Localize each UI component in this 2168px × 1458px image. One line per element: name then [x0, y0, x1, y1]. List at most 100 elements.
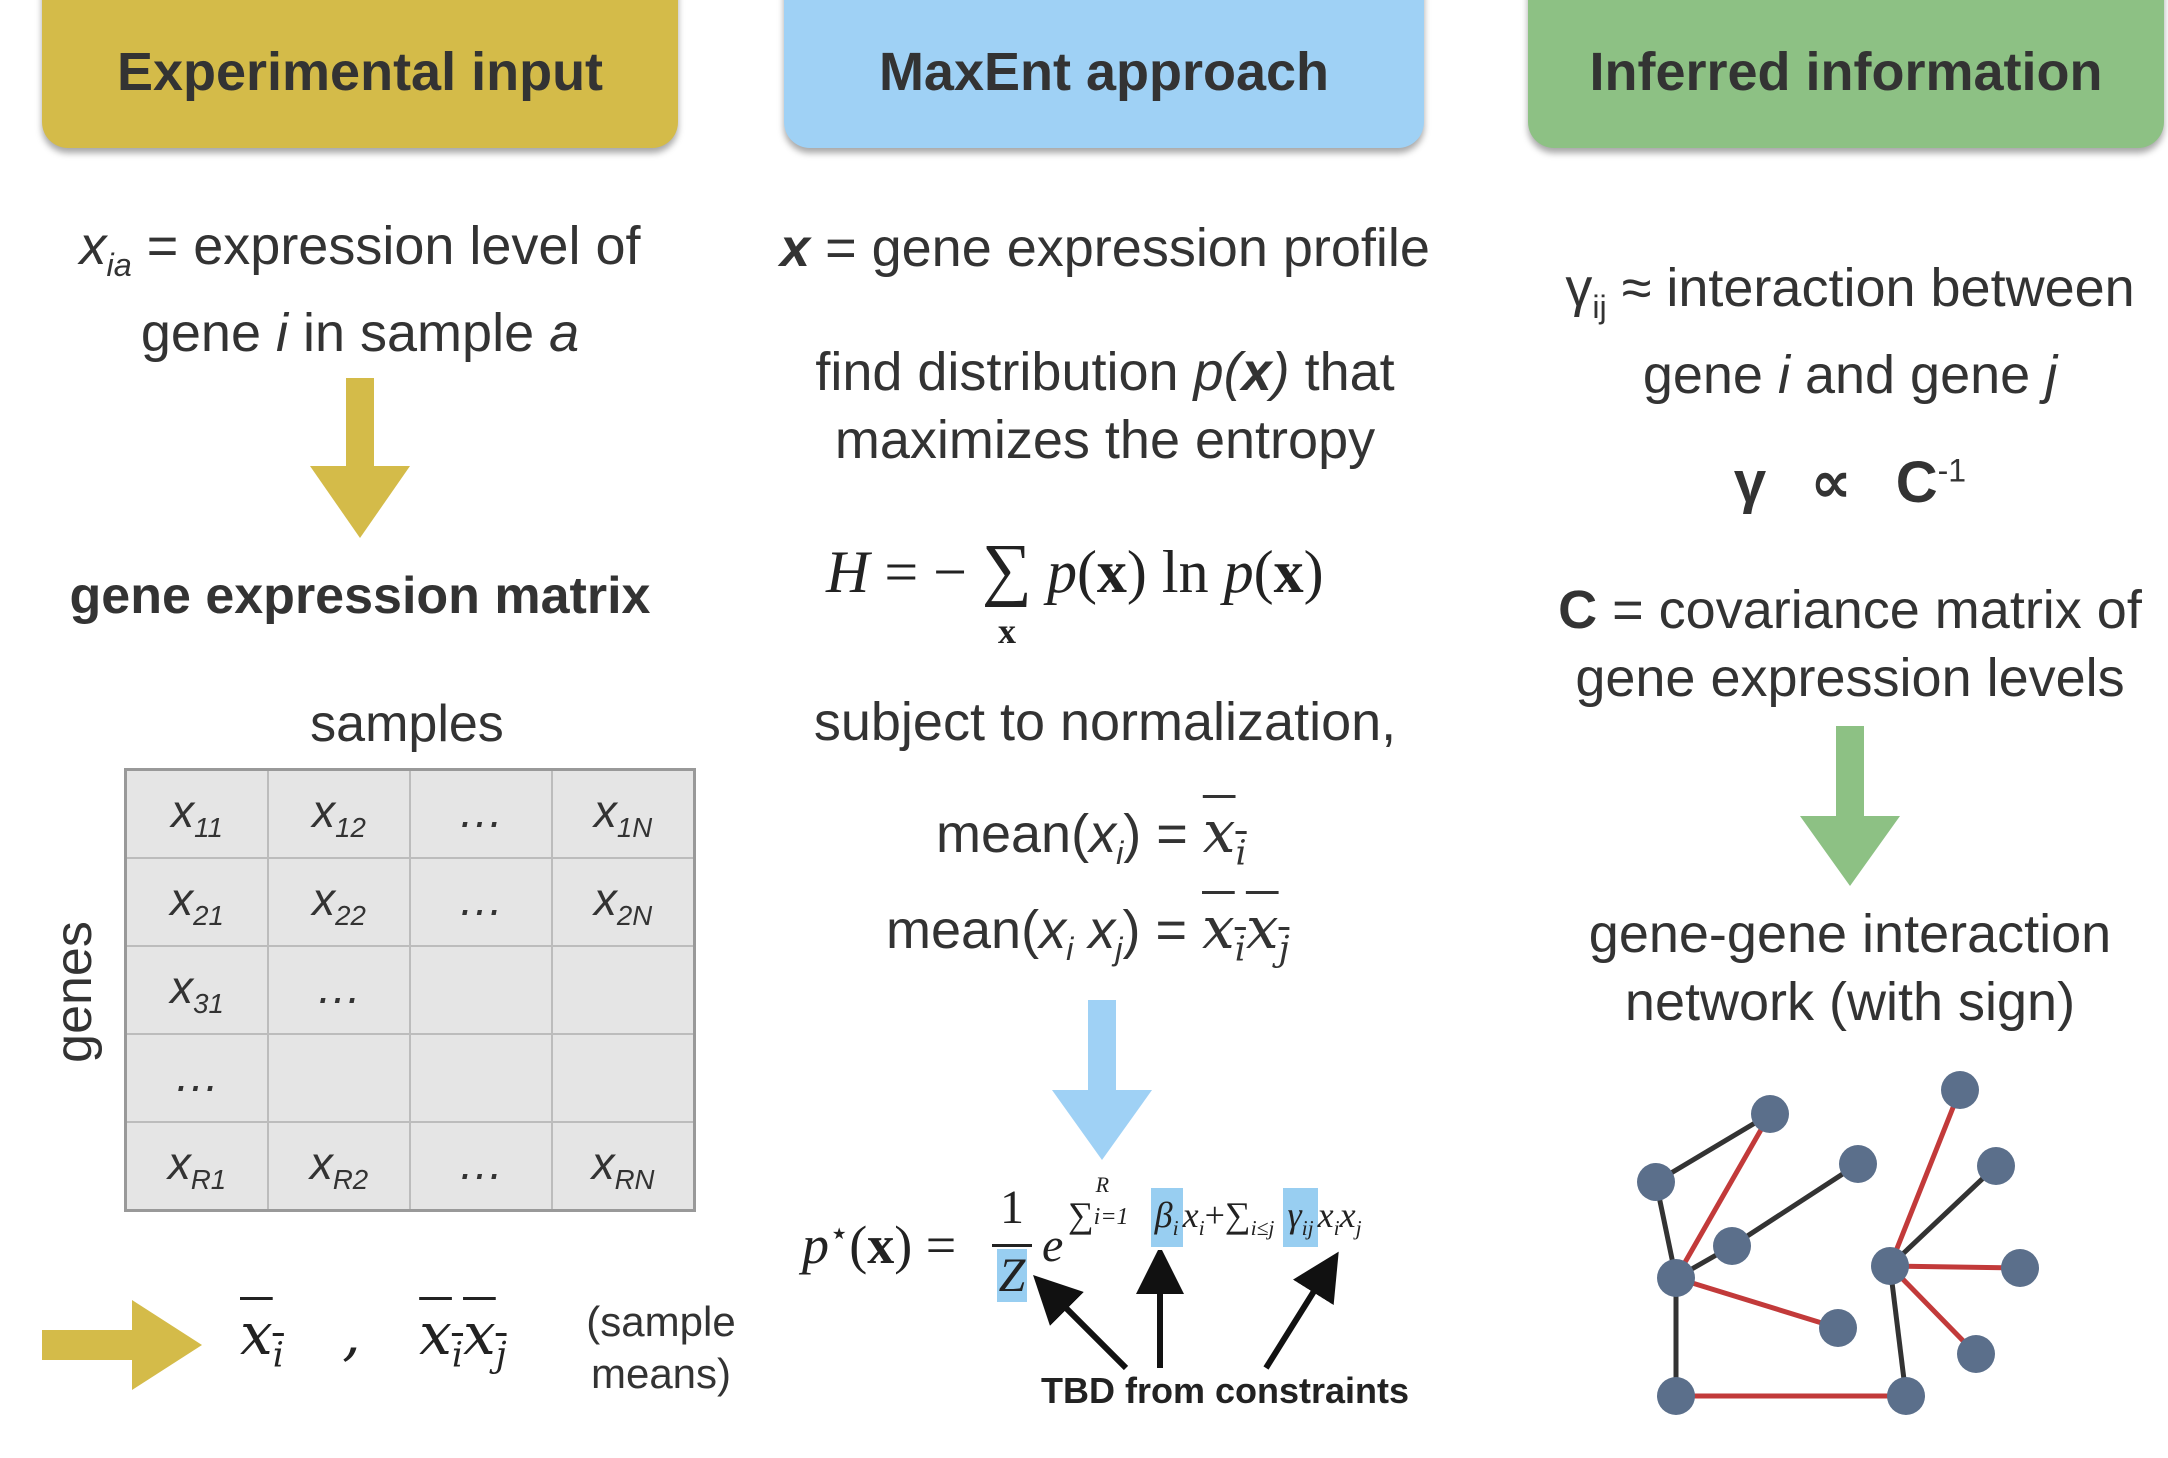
matrix-cell: xR2 — [267, 1121, 411, 1212]
pstar-xi-sub: i — [1198, 1216, 1205, 1241]
gamma-text: ≈ interaction between — [1606, 258, 2135, 318]
subject-to-normalization: subject to normalization, — [813, 692, 1397, 752]
header-label: Experimental input — [116, 42, 604, 102]
mean1-rhs-sub: i — [1235, 833, 1247, 874]
network-edge-negative — [1675, 1275, 1839, 1331]
gamma-line-1: γij ≈ interaction between — [1520, 254, 2168, 341]
prop-C: C — [1895, 450, 1938, 515]
matrix-cell-value: … — [458, 872, 504, 925]
cov-text-1: = covariance matrix of — [1597, 580, 2142, 640]
matrix-cell-sub: 1N — [616, 812, 653, 844]
network-edge-negative — [1888, 1264, 1978, 1356]
matrix-cell-sub: R1 — [190, 1164, 227, 1196]
profile-var-x: x — [780, 218, 811, 278]
network-edge-positive — [1887, 1265, 1909, 1397]
mean2-rhs-x2: x — [1245, 894, 1279, 962]
network-node — [1887, 1377, 1925, 1415]
network-node — [1751, 1095, 1789, 1133]
find-text: find distribution — [815, 342, 1194, 402]
arrow-down-blue — [1052, 1000, 1152, 1160]
gamma-and-gene: and gene — [1789, 344, 2046, 405]
expression-level-definition: xia = expression level of gene i in samp… — [40, 212, 680, 367]
entropy-x1: x — [1096, 539, 1127, 605]
find-line-1: find distribution p(x) that — [750, 338, 1460, 406]
matrix-cell-value: x — [312, 872, 336, 925]
pstar-star: ⋆ — [829, 1216, 850, 1252]
mean-xi: x — [240, 1300, 273, 1368]
sample-means-line-2: means) — [590, 1350, 732, 1397]
tbd-arrow-gamma — [1263, 1251, 1339, 1370]
mean-xi-sub: i — [272, 1335, 284, 1376]
arrow-down-gold — [310, 378, 410, 538]
network-edge-positive — [1730, 1161, 1860, 1249]
covariance-definition: C = covariance matrix of gene expression… — [1520, 576, 2168, 712]
sample-means-note: (sample means) — [576, 1296, 746, 1400]
network-node — [1657, 1377, 1695, 1415]
cov-line-2: gene expression levels — [1575, 648, 2125, 708]
profile-definition: x = gene expression profile — [750, 214, 1460, 282]
header-label: MaxEnt approach — [878, 42, 1330, 102]
network-caption: gene-gene interaction network (with sign… — [1520, 900, 2168, 1036]
pstar-x2-sub: j — [1355, 1216, 1362, 1241]
mean-comma: , — [342, 1300, 361, 1368]
matrix-cell-sub: 31 — [193, 988, 224, 1020]
pstar-e: e — [1042, 1218, 1063, 1273]
matrix-cell-value: x — [593, 872, 617, 925]
pstar-sum1-sup: R — [1095, 1172, 1110, 1197]
matrix-cell-value: x — [170, 960, 194, 1013]
pstar-sum2: ∑ — [1224, 1195, 1251, 1235]
mean2-sub1: i — [1066, 930, 1074, 967]
matrix-cell-sub: 22 — [335, 900, 366, 932]
pstar-beta-highlight: βi — [1150, 1188, 1183, 1248]
matrix-cell: x22 — [267, 857, 411, 947]
matrix-cell-value: x — [593, 784, 617, 837]
gamma-gene1: gene — [1642, 344, 1778, 405]
network-edge-positive — [1654, 1111, 1772, 1185]
matrix-cell-sub: 12 — [335, 812, 366, 844]
matrix-cell-value: … — [458, 784, 504, 837]
network-node — [1637, 1163, 1675, 1201]
pstar-denominator: Z — [992, 1248, 1032, 1303]
mean-xixj-x2: x — [463, 1300, 496, 1368]
pstar-sum1: ∑ — [1068, 1195, 1094, 1235]
profile-text: = gene expression profile — [810, 218, 1430, 278]
prop-symbol: ∝ — [1810, 450, 1852, 515]
header-inferred-information: Inferred information — [1528, 0, 2164, 148]
find-close: ) — [1271, 342, 1290, 402]
matrix-cell-value: x — [309, 1136, 333, 1189]
entropy-H: H — [826, 539, 870, 605]
matrix-cell: x2N — [551, 857, 696, 947]
arrow-right-gold — [42, 1300, 202, 1390]
mean1-rhs: xi — [1203, 798, 1247, 874]
matrix-cell: x21 — [124, 857, 269, 947]
matrix-cell — [551, 1033, 696, 1123]
mean1-sub: i — [1116, 834, 1124, 871]
pstar-e-sym: e — [1042, 1219, 1064, 1272]
pstar-beta-sub: i — [1172, 1216, 1179, 1241]
matrix-cell-value: … — [458, 1136, 504, 1189]
mean2-rhs-sub2: j — [1278, 929, 1290, 970]
pstar-sum1-sub: i=1 — [1093, 1204, 1129, 1230]
matrix-cell-value: x — [167, 1136, 191, 1189]
entropy-x2: x — [1273, 539, 1304, 605]
mean-xixj-sub1: i — [451, 1335, 464, 1376]
pstar-gamma: γ — [1287, 1195, 1302, 1235]
network-node — [1657, 1259, 1695, 1297]
find-line-2: maximizes the entropy — [834, 410, 1376, 470]
matrix-cell — [409, 945, 553, 1035]
var-x: x — [79, 216, 107, 276]
network-edge-negative — [1673, 1112, 1773, 1280]
pstar-x: x — [867, 1215, 895, 1275]
find-p: p( — [1193, 342, 1242, 402]
pstar-Z: Z — [996, 1249, 1028, 1302]
matrix-cell-value: … — [174, 1048, 220, 1101]
matrix-cell-value: x — [171, 784, 195, 837]
gamma-line-2: gene i and gene j — [1520, 341, 2168, 409]
matrix-cell-value: … — [316, 960, 362, 1013]
mean2-label: mean( — [886, 900, 1040, 960]
entropy-p1: p — [1046, 539, 1077, 605]
mean2-var1: x — [1039, 900, 1067, 960]
entropy-p2: p — [1223, 539, 1254, 605]
matrix-cell-sub: RN — [614, 1164, 655, 1196]
matrix-row: x11 x12… x1N — [124, 768, 696, 859]
